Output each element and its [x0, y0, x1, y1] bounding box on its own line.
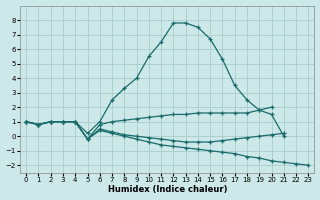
X-axis label: Humidex (Indice chaleur): Humidex (Indice chaleur)	[108, 185, 227, 194]
